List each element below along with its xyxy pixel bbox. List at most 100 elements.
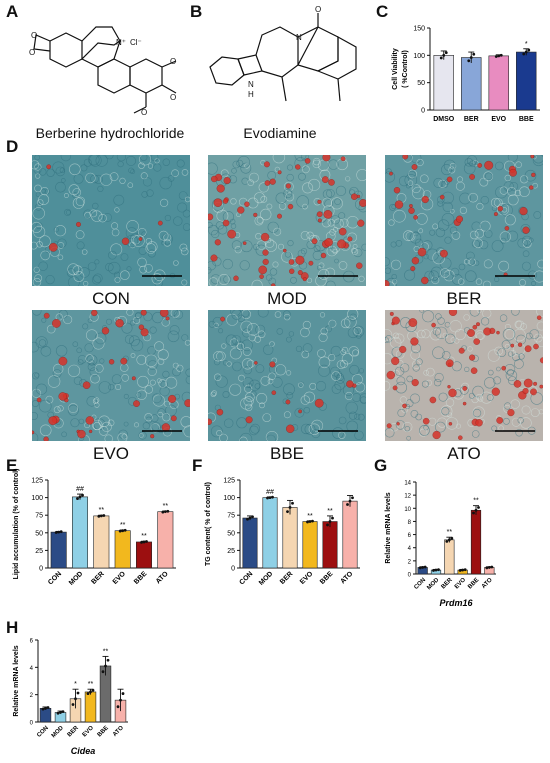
cell-outline — [425, 379, 432, 386]
lipid-droplet — [262, 258, 269, 266]
cell-outline — [262, 344, 274, 355]
cell-outline — [256, 393, 268, 405]
data-point — [71, 703, 75, 706]
data-point — [286, 510, 289, 514]
significance-mark: * — [525, 41, 528, 48]
cell-outline — [349, 313, 357, 322]
lipid-droplet — [408, 204, 413, 208]
cell-outline — [151, 273, 163, 285]
data-point — [248, 516, 252, 520]
cell-outline — [520, 175, 529, 184]
cell-outline — [316, 264, 323, 271]
lipid-droplet — [350, 193, 358, 201]
cell-outline — [352, 393, 362, 403]
cell-outline — [303, 406, 311, 414]
cell-outline — [239, 436, 248, 441]
cell-outline — [136, 354, 147, 365]
berberine-caption: Berberine hydrochloride — [35, 125, 185, 141]
cell-outline — [94, 259, 100, 265]
cell-outline — [162, 413, 171, 422]
significance-mark: * — [74, 681, 77, 688]
lipid-droplet — [539, 357, 543, 364]
cell-outline — [510, 399, 520, 409]
cell-outline — [215, 375, 228, 388]
cell-outline — [283, 383, 295, 396]
lipid-droplet — [393, 187, 401, 194]
panel-label-a: A — [6, 2, 19, 21]
cell-outline — [480, 317, 490, 326]
cell-outline — [116, 155, 126, 162]
data-point — [463, 568, 467, 572]
lipid-droplet — [76, 221, 82, 227]
cell-outline — [320, 327, 328, 335]
cell-outline — [32, 372, 40, 380]
cell-outline — [256, 216, 264, 224]
lipid-droplet — [458, 435, 463, 440]
cell-outline — [313, 245, 321, 252]
cell-outline — [114, 276, 121, 283]
cell-outline — [91, 275, 102, 285]
cell-outline — [392, 279, 398, 285]
cell-outline — [76, 347, 83, 354]
lipid-droplet — [295, 255, 305, 265]
cell-outline — [92, 337, 105, 350]
data-point — [46, 706, 50, 709]
cell-outline — [476, 332, 484, 340]
cell-outline — [147, 360, 158, 370]
cell-outline — [302, 203, 308, 210]
cell-outline — [147, 366, 157, 377]
significance-mark: ** — [99, 507, 105, 514]
cell-outline — [495, 186, 508, 199]
cell-outline — [232, 361, 242, 372]
svg-text:O: O — [141, 108, 147, 117]
data-point — [444, 51, 448, 55]
lipid-droplet — [446, 176, 453, 183]
cell-outline — [338, 261, 348, 270]
cell-outline — [509, 181, 519, 191]
cell-outline — [322, 189, 333, 199]
micrograph-bbe — [208, 310, 366, 441]
cell-outline — [130, 320, 136, 326]
cell-outline — [483, 171, 494, 182]
y-tick-label: 100 — [223, 495, 235, 502]
cell-outline — [504, 343, 511, 350]
cell-outline — [54, 225, 66, 237]
cell-outline — [336, 373, 344, 381]
micrograph-background — [208, 310, 366, 441]
data-point — [54, 531, 58, 534]
lipid-droplet — [356, 262, 363, 269]
cell-outline — [410, 155, 422, 164]
cell-outline — [121, 322, 133, 334]
x-tick-label: ATO — [155, 570, 170, 585]
cell-outline — [479, 177, 489, 187]
cell-outline — [338, 212, 346, 220]
cell-outline — [537, 259, 543, 269]
cell-outline — [77, 354, 87, 364]
lipid-droplet — [410, 266, 416, 272]
y-tick-label: 50 — [417, 80, 425, 87]
lipid-droplet — [285, 399, 291, 405]
cell-outline — [466, 257, 475, 266]
lipid-droplet — [497, 206, 504, 212]
data-point — [78, 495, 82, 499]
cell-outline — [156, 378, 162, 384]
cell-outline — [152, 311, 164, 324]
lipid-droplet — [396, 422, 400, 426]
cell-outline — [161, 233, 173, 245]
cell-outline — [448, 166, 456, 174]
lipid-droplet — [314, 398, 324, 408]
lipid-droplet — [121, 237, 130, 246]
lipid-droplet — [52, 318, 61, 328]
y-tick-label: 10 — [404, 507, 411, 513]
significance-mark: ** — [327, 508, 333, 515]
cell-outline — [433, 276, 438, 281]
cell-outline — [496, 366, 501, 372]
lipid-droplet — [496, 417, 504, 424]
lipid-droplet — [32, 430, 35, 435]
cell-outline — [422, 240, 433, 251]
cell-outline — [407, 180, 414, 186]
cell-outline — [53, 363, 64, 375]
cell-outline — [451, 231, 461, 240]
cell-outline — [102, 212, 112, 222]
lipid-droplet — [510, 343, 515, 348]
